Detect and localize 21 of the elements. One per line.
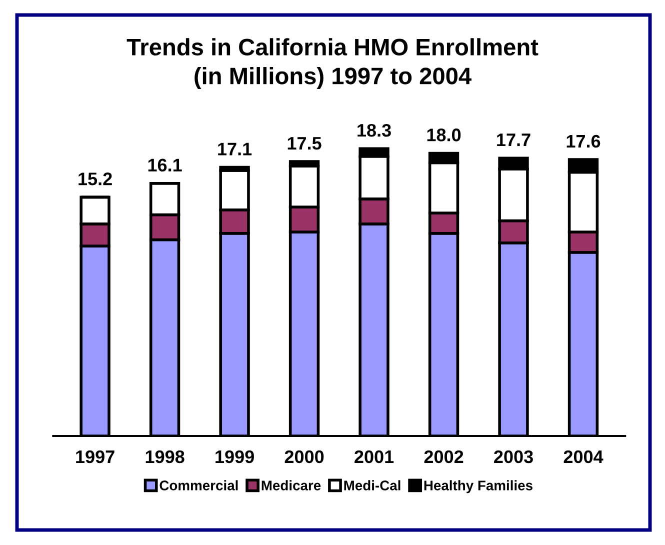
legend-label: Medi-Cal: [344, 480, 400, 490]
annotation: 18.0: [427, 128, 461, 142]
x-tick-label: 2003: [494, 450, 533, 464]
x-tick-label: 2001: [354, 450, 394, 464]
chart-title: Trends in California HMO Enrollment (in Millions) 1997 to 2004: [126, 38, 538, 90]
annotation: 15.2: [78, 172, 112, 186]
annotation: 16.1: [148, 158, 182, 172]
annotation: 17.7: [497, 134, 530, 146]
annotation: 17.5: [288, 137, 322, 150]
legend-label: Healthy Families: [424, 480, 532, 494]
annotation: 17.1: [218, 142, 252, 156]
legend-label: Commercial: [160, 480, 238, 490]
x-tick-label: 2004: [564, 450, 604, 464]
x-tick-label: 2000: [284, 450, 324, 464]
x-tick-label: 1999: [216, 450, 254, 464]
x-tick-label: 1998: [146, 450, 184, 464]
annotation: 18.3: [358, 124, 391, 137]
x-tick-label: 2002: [424, 450, 464, 464]
x-tick-label: 1997: [76, 450, 114, 464]
legend-label: Medicare: [262, 480, 321, 490]
annotation: 17.6: [566, 134, 600, 148]
